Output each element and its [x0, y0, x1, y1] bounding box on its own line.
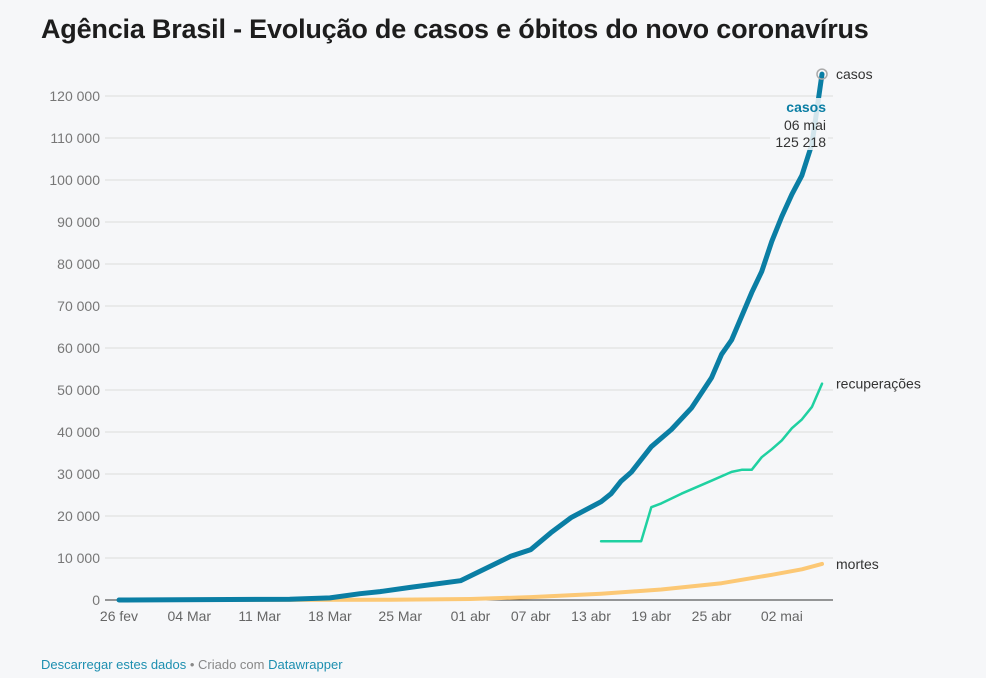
y-tick-label: 70 000 — [57, 298, 100, 314]
x-tick-label: 25 abr — [692, 608, 732, 624]
footer-credit: • Criado com — [186, 657, 269, 672]
tooltip-background — [770, 98, 828, 150]
y-tick-label: 40 000 — [57, 424, 100, 440]
y-tick-label: 90 000 — [57, 214, 100, 230]
y-tick-label: 0 — [92, 592, 100, 608]
y-tick-label: 50 000 — [57, 382, 100, 398]
line-chart: 0 10 000 20 000 30 000 40 000 50 000 60 000 70 … — [49, 66, 921, 624]
y-tick-label: 100 000 — [49, 172, 100, 188]
series-line-0 — [116, 71, 825, 603]
y-tick-label: 120 000 — [49, 88, 100, 104]
footer: Descarregar estes dados • Criado com Dat… — [41, 657, 343, 672]
x-tick-label: 11 Mar — [238, 608, 281, 624]
tooltip-date: 06 mai — [784, 117, 826, 133]
x-tick-label: 13 abr — [571, 608, 611, 624]
chart-title: Agência Brasil - Evolução de casos e óbi… — [41, 14, 869, 44]
y-tick-label: 60 000 — [57, 340, 100, 356]
download-data-link[interactable]: Descarregar estes dados — [41, 657, 187, 672]
x-tick-label: 26 fev — [100, 608, 138, 624]
series-label: casos — [836, 66, 873, 82]
y-tick-label: 20 000 — [57, 508, 100, 524]
x-tick-label: 07 abr — [511, 608, 551, 624]
series-line-2 — [117, 561, 824, 602]
x-tick-label: 01 abr — [451, 608, 491, 624]
hover-point-marker — [816, 68, 828, 80]
y-tick-label: 80 000 — [57, 256, 100, 272]
tooltip-value: 125 218 — [775, 134, 826, 150]
series-label: recuperações — [836, 376, 921, 392]
datawrapper-link[interactable]: Datawrapper — [268, 657, 343, 672]
y-tick-label: 30 000 — [57, 466, 100, 482]
tooltip-series: casos — [786, 99, 826, 115]
x-tick-label: 19 abr — [631, 608, 671, 624]
x-tick-label: 04 Mar — [168, 608, 212, 624]
series-label: mortes — [836, 556, 879, 572]
x-tick-label: 25 Mar — [378, 608, 422, 624]
x-tick-label: 18 Mar — [308, 608, 352, 624]
y-tick-label: 10 000 — [57, 550, 100, 566]
y-tick-label: 110 000 — [50, 130, 100, 146]
x-tick-label: 02 mai — [761, 608, 803, 624]
series-line-1 — [599, 382, 824, 543]
